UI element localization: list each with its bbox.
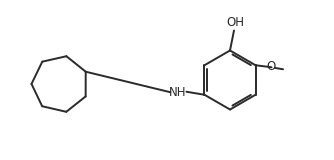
Text: O: O [267, 60, 276, 73]
Text: NH: NH [169, 86, 187, 99]
Text: OH: OH [226, 16, 244, 28]
